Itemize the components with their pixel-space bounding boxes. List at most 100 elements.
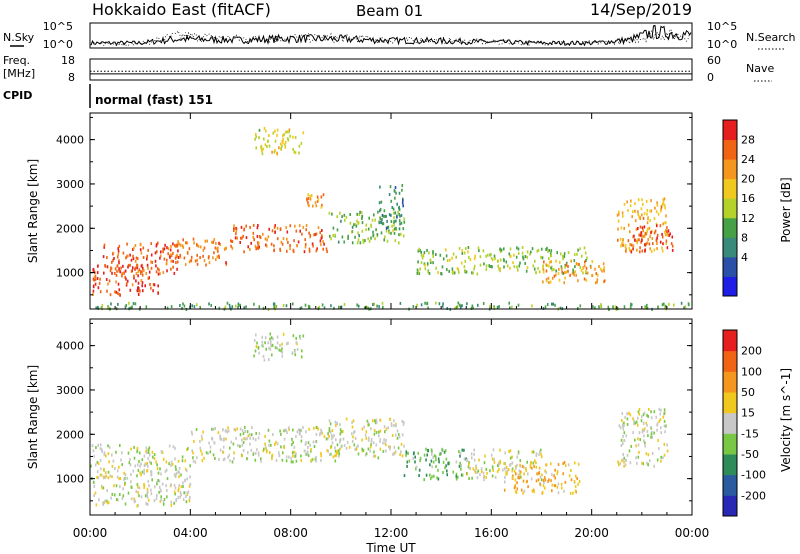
- velocity-cell: [660, 408, 662, 412]
- velocity-cell: [257, 453, 260, 457]
- power-cell: [456, 267, 459, 271]
- velocity-cell: [496, 470, 499, 473]
- velocity-cell: [165, 484, 167, 488]
- power-cell: [304, 238, 306, 242]
- velocity-cell: [288, 455, 290, 459]
- power-cell: [96, 277, 99, 280]
- power-cell: [421, 256, 424, 260]
- velocity-cell: [183, 491, 185, 495]
- power-cell: [308, 231, 310, 235]
- power-cell: [563, 271, 566, 275]
- velocity-cell: [621, 412, 624, 416]
- velocity-cell: [133, 500, 136, 504]
- power-cell: [598, 265, 600, 268]
- velocity-cell: [295, 435, 297, 439]
- velocity-cell: [529, 465, 532, 468]
- power-cell: [546, 246, 548, 250]
- velocity-cell: [573, 480, 576, 483]
- velocity-cell: [227, 426, 229, 430]
- velocity-cell: [403, 421, 405, 424]
- power-cell: [299, 306, 302, 310]
- velocity-cell: [275, 458, 278, 462]
- velocity-cell: [554, 476, 556, 480]
- power-cell: [281, 144, 283, 148]
- velocity-cell: [119, 477, 122, 480]
- power-cell: [358, 213, 361, 216]
- power-cell: [134, 244, 137, 247]
- power-cell: [218, 306, 221, 310]
- power-cell: [351, 225, 354, 229]
- power-cell: [398, 219, 401, 223]
- power-cell: [133, 276, 135, 280]
- velocity-cell: [419, 459, 421, 463]
- velocity-cell: [512, 474, 514, 478]
- power-cell: [140, 279, 143, 282]
- power-cell: [538, 270, 541, 274]
- power-cell: [483, 262, 485, 266]
- velocity-cell: [648, 459, 651, 463]
- velocity-cell: [220, 437, 223, 441]
- velocity-cell: [345, 417, 348, 421]
- power-cell: [616, 213, 619, 217]
- power-cell: [564, 264, 567, 267]
- power-cell: [357, 238, 360, 242]
- power-cell: [522, 255, 524, 259]
- velocity-cell: [270, 343, 272, 347]
- velocity-cell: [107, 452, 110, 456]
- velocity-cell: [329, 422, 332, 426]
- velocity-cell: [300, 439, 303, 443]
- velocity-cell: [315, 426, 318, 429]
- velocity-cell: [309, 443, 311, 447]
- velocity-cell: [628, 449, 631, 453]
- power-cell: [143, 269, 145, 273]
- velocity-cell: [382, 441, 384, 445]
- power-cell: [173, 271, 176, 275]
- velocity-cell: [115, 484, 118, 488]
- power-cell: [124, 269, 127, 273]
- velocity-cell: [296, 430, 299, 434]
- nsky-line: [90, 24, 692, 47]
- power-cell: [245, 236, 248, 240]
- power-cell: [471, 304, 474, 308]
- power-cell: [302, 131, 305, 135]
- power-cell: [649, 209, 651, 213]
- velocity-cell: [540, 455, 543, 459]
- velocity-cell: [374, 419, 376, 423]
- velocity-cell: [653, 410, 656, 414]
- power-cell: [482, 249, 485, 253]
- velocity-cell: [476, 476, 479, 480]
- power-cell: [417, 270, 420, 274]
- power-cell: [127, 263, 130, 267]
- power-cell: [420, 261, 423, 265]
- velocity-cell: [666, 449, 669, 453]
- power-cell: [350, 230, 353, 234]
- power-cell: [599, 267, 602, 271]
- velocity-cell: [367, 447, 370, 451]
- velocity-cell: [158, 479, 161, 483]
- velocity-cell: [400, 442, 403, 446]
- velocity-cell: [300, 429, 303, 433]
- velocity-cell: [574, 485, 577, 489]
- velocity-cell: [659, 412, 662, 416]
- power-cell: [294, 136, 297, 139]
- power-cell: [642, 234, 645, 238]
- velocity-cell: [537, 478, 540, 482]
- power-cell: [393, 220, 396, 223]
- velocity-cell: [656, 423, 658, 427]
- velocity-cell: [507, 468, 510, 471]
- velocity-cell: [363, 425, 365, 429]
- power-cell: [380, 231, 383, 235]
- velocity-cell: [107, 470, 110, 474]
- power-cell: [224, 305, 227, 309]
- velocity-cell: [509, 463, 511, 467]
- power-colorbar-swatch: [723, 198, 737, 219]
- power-cell: [368, 216, 370, 220]
- power-cell: [283, 133, 285, 137]
- power-cell: [235, 229, 238, 233]
- power-cell: [399, 232, 402, 236]
- power-cell: [629, 230, 631, 234]
- power-cell: [668, 233, 670, 237]
- power-cell: [390, 220, 393, 223]
- velocity-cell: [372, 441, 375, 445]
- power-cell: [499, 269, 501, 273]
